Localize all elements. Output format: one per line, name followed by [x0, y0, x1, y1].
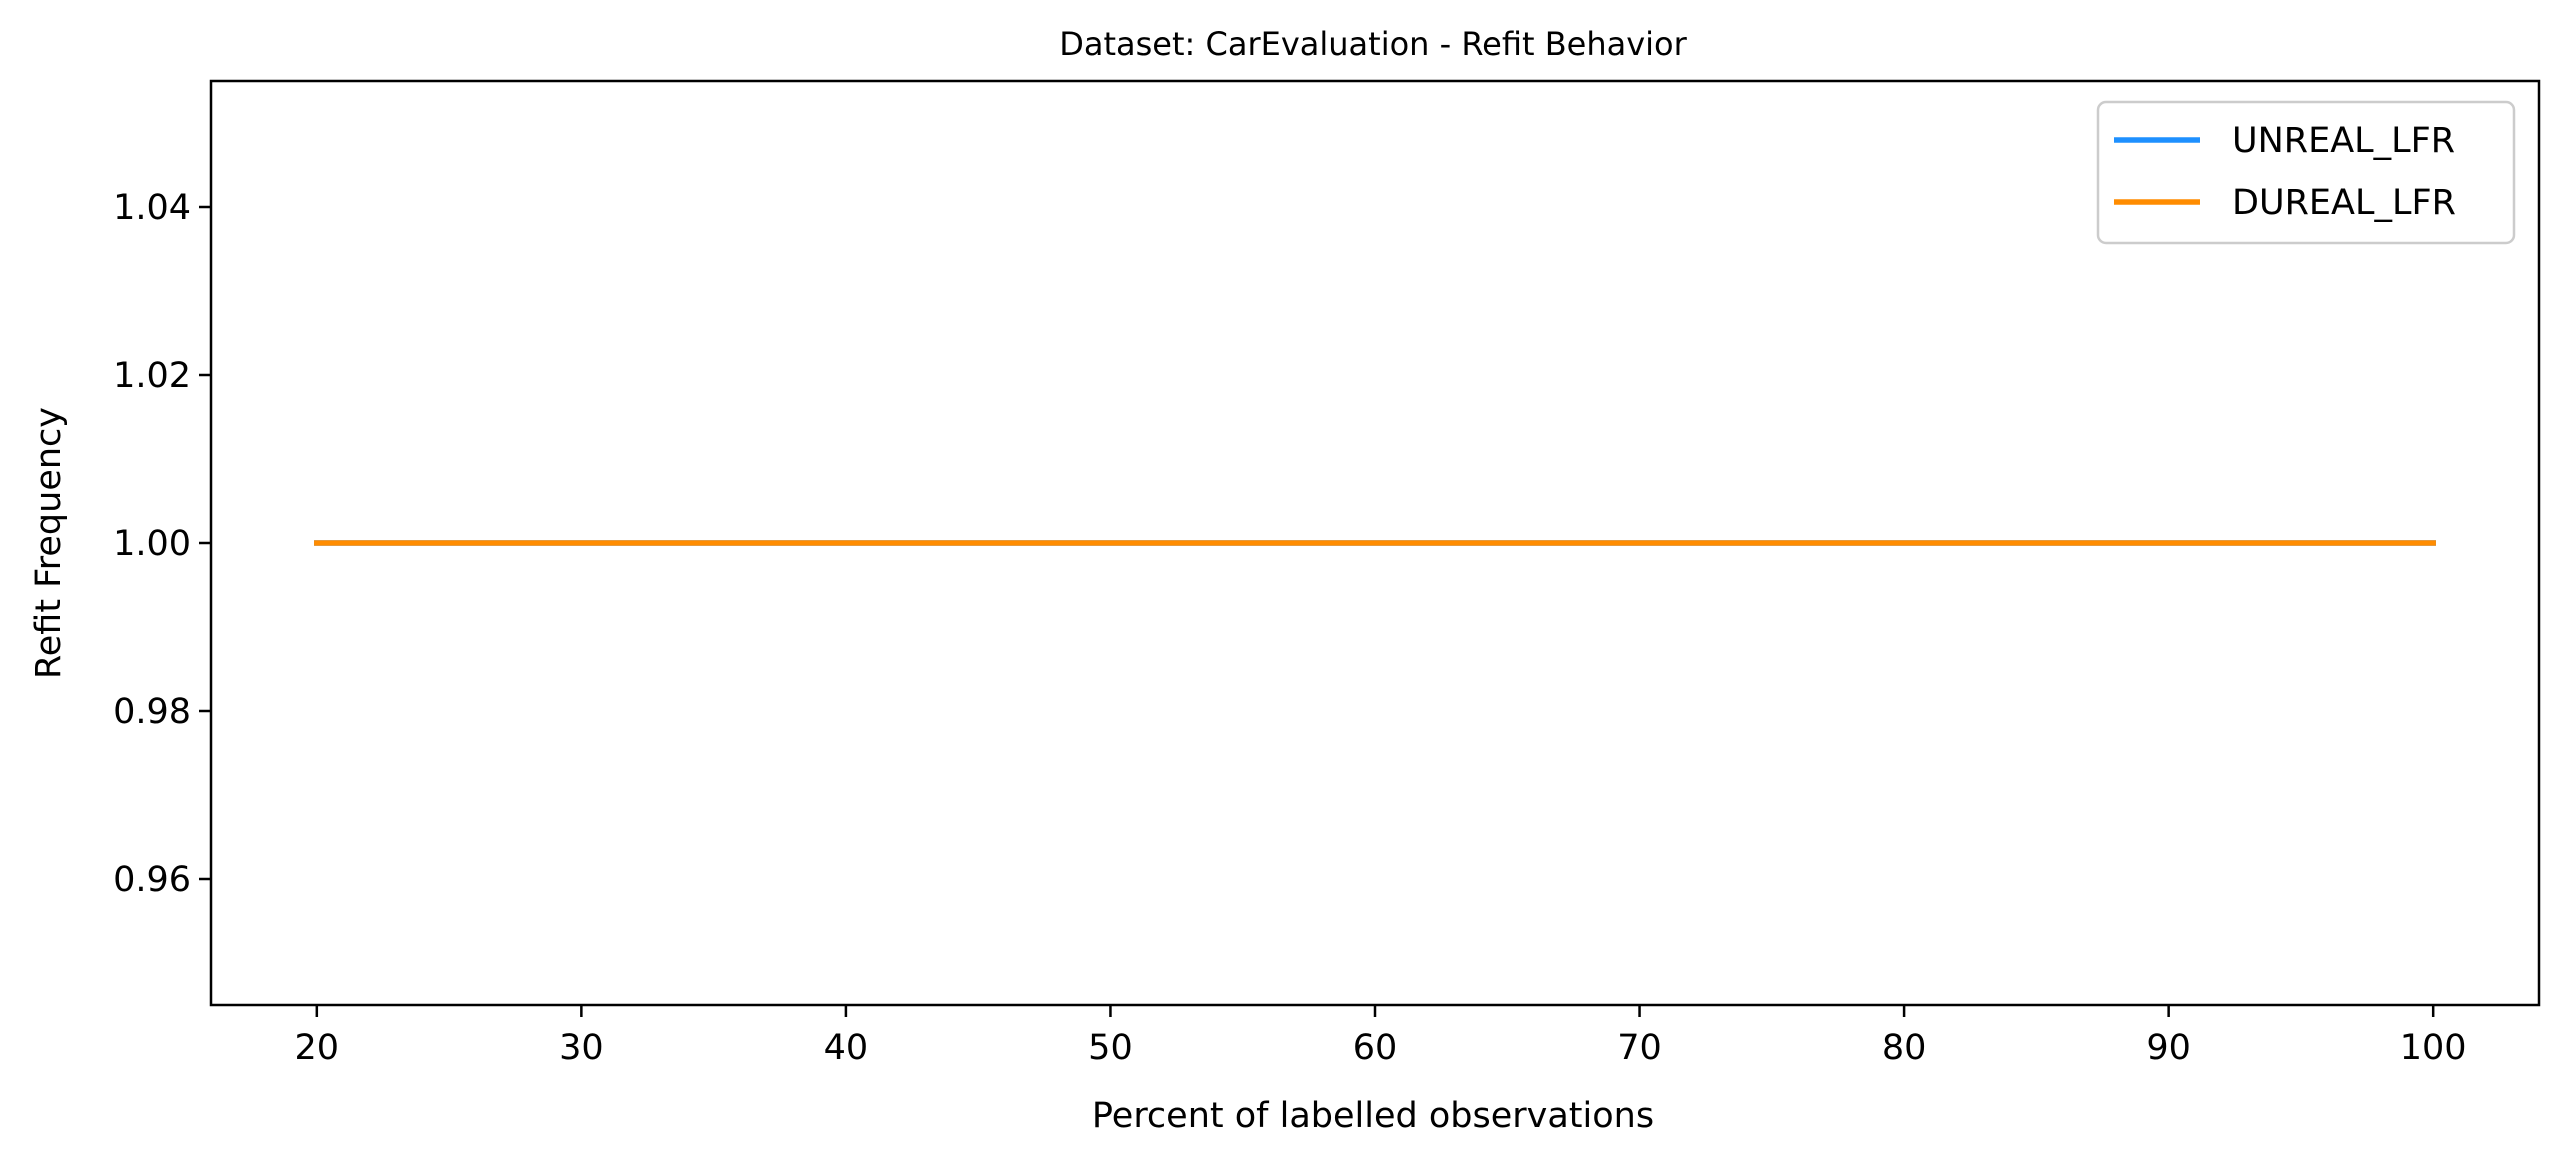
y-axis-ticks: 0.96 0.98 1.00 1.02 1.04 — [113, 188, 211, 900]
x-tick-label: 70 — [1617, 1028, 1662, 1068]
x-tick-label: 80 — [1882, 1028, 1927, 1068]
x-axis-label: Percent of labelled observations — [1092, 1096, 1654, 1136]
legend-label-dureal-lfr: DUREAL_LFR — [2232, 183, 2456, 223]
x-tick-label: 40 — [824, 1028, 869, 1068]
y-axis-label: Refit Frequency — [29, 407, 69, 679]
y-tick-label: 0.98 — [113, 692, 191, 732]
chart-title: Dataset: CarEvaluation - Refit Behavior — [1059, 25, 1687, 63]
x-axis-ticks: 20 30 40 50 60 70 80 90 100 — [295, 1005, 2467, 1068]
x-tick-label: 30 — [559, 1028, 604, 1068]
plot-frame — [209, 79, 2541, 1007]
y-tick-label: 0.96 — [113, 860, 191, 900]
legend-box — [2096, 100, 2516, 245]
x-tick-label: 100 — [2400, 1028, 2467, 1068]
x-tick-label: 90 — [2146, 1028, 2191, 1068]
legend-label-unreal-lfr: UNREAL_LFR — [2232, 121, 2455, 161]
legend: UNREAL_LFR DUREAL_LFR — [2096, 100, 2516, 245]
y-tick-label: 1.00 — [113, 524, 191, 564]
x-tick-label: 50 — [1088, 1028, 1133, 1068]
y-tick-label: 1.04 — [113, 188, 191, 228]
x-tick-label: 60 — [1353, 1028, 1398, 1068]
x-tick-label: 20 — [295, 1028, 340, 1068]
y-tick-label: 1.02 — [113, 356, 191, 396]
